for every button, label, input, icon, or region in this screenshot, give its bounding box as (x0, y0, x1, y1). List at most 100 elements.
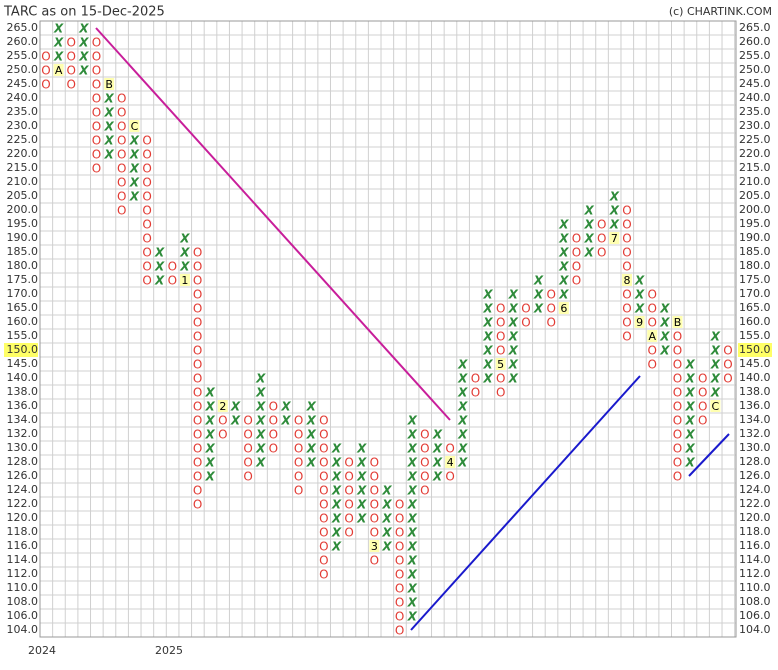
x-box: X (533, 288, 544, 302)
o-box: O (597, 246, 606, 260)
x-box: X (129, 176, 140, 190)
o-box: O (294, 470, 303, 484)
o-box: O (92, 50, 101, 64)
x-box: X (457, 372, 468, 386)
y-tick-label: 260.0 (739, 35, 771, 48)
x-box: X (129, 134, 140, 148)
o-box: O (723, 358, 732, 372)
month-marker: C (712, 400, 720, 413)
y-tick-label: 110.0 (7, 581, 39, 594)
x-box: X (381, 512, 392, 526)
o-box: O (269, 400, 278, 414)
x-box: X (558, 288, 569, 302)
x-box: X (255, 386, 266, 400)
x-box: X (230, 400, 241, 414)
o-box: O (92, 120, 101, 134)
month-marker: A (55, 64, 63, 77)
last-price-label: 150.0 (7, 343, 39, 356)
y-tick-label: 165.0 (739, 301, 771, 314)
o-box: O (648, 302, 657, 316)
x-box: X (205, 456, 216, 470)
o-box: O (193, 330, 202, 344)
o-box: O (117, 92, 126, 106)
month-marker-box (53, 64, 64, 76)
month-marker-box (634, 316, 645, 328)
x-box: X (457, 414, 468, 428)
o-box: O (546, 288, 555, 302)
y-tick-label: 122.0 (7, 497, 39, 510)
x-box: X (255, 414, 266, 428)
o-box: O (142, 190, 151, 204)
y-tick-label: 175.0 (7, 273, 39, 286)
x-box: X (558, 246, 569, 260)
x-box: X (710, 330, 721, 344)
o-box: O (319, 512, 328, 526)
y-tick-label: 225.0 (739, 133, 771, 146)
y-tick-label: 190.0 (7, 231, 39, 244)
x-box: X (356, 442, 367, 456)
o-box: O (319, 442, 328, 456)
o-box: O (673, 470, 682, 484)
x-box: X (407, 610, 418, 624)
x-box: X (179, 232, 190, 246)
o-box: O (723, 372, 732, 386)
y-tick-label: 112.0 (739, 567, 771, 580)
y-tick-label: 140.0 (7, 371, 39, 384)
o-box: O (269, 442, 278, 456)
o-box: O (521, 302, 530, 316)
x-box: X (331, 498, 342, 512)
o-box: O (117, 176, 126, 190)
o-box: O (294, 428, 303, 442)
x-box: X (482, 358, 493, 372)
x-box: X (78, 22, 89, 36)
o-box: O (370, 512, 379, 526)
x-box: X (255, 400, 266, 414)
o-box: O (673, 428, 682, 442)
x-box: X (457, 456, 468, 470)
y-tick-label: 136.0 (7, 399, 39, 412)
x-box: X (508, 330, 519, 344)
y-tick-label: 250.0 (739, 63, 771, 76)
month-marker-box (647, 330, 658, 342)
month-marker: B (105, 78, 113, 91)
y-tick-label: 255.0 (739, 49, 771, 62)
x-box: X (482, 302, 493, 316)
x-box: X (78, 64, 89, 78)
month-marker-box (217, 400, 228, 412)
o-box: O (572, 260, 581, 274)
month-marker-box (104, 78, 115, 90)
x-box: X (407, 470, 418, 484)
x-box: X (432, 456, 443, 470)
y-tick-label: 220.0 (7, 147, 39, 160)
x-box: X (154, 260, 165, 274)
x-box: X (331, 526, 342, 540)
x-box: X (179, 260, 190, 274)
o-box: O (496, 330, 505, 344)
o-box: O (395, 596, 404, 610)
o-box: O (168, 274, 177, 288)
x-box: X (684, 456, 695, 470)
y-tick-label: 136.0 (739, 399, 771, 412)
o-box: O (319, 414, 328, 428)
y-tick-label: 134.0 (7, 413, 39, 426)
x-box: X (53, 50, 64, 64)
y-tick-label: 250.0 (7, 63, 39, 76)
o-box: O (622, 218, 631, 232)
x-box: X (356, 512, 367, 526)
o-box: O (622, 232, 631, 246)
x-box: X (457, 442, 468, 456)
o-box: O (648, 288, 657, 302)
o-box: O (243, 442, 252, 456)
x-box: X (508, 302, 519, 316)
x-box: X (280, 414, 291, 428)
y-tick-label: 130.0 (7, 441, 39, 454)
o-box: O (648, 358, 657, 372)
o-box: O (673, 456, 682, 470)
x-box: X (710, 386, 721, 400)
y-tick-label: 118.0 (739, 525, 771, 538)
x-box: X (205, 442, 216, 456)
o-box: O (319, 568, 328, 582)
o-box: O (117, 162, 126, 176)
o-box: O (370, 498, 379, 512)
o-box: O (193, 316, 202, 330)
